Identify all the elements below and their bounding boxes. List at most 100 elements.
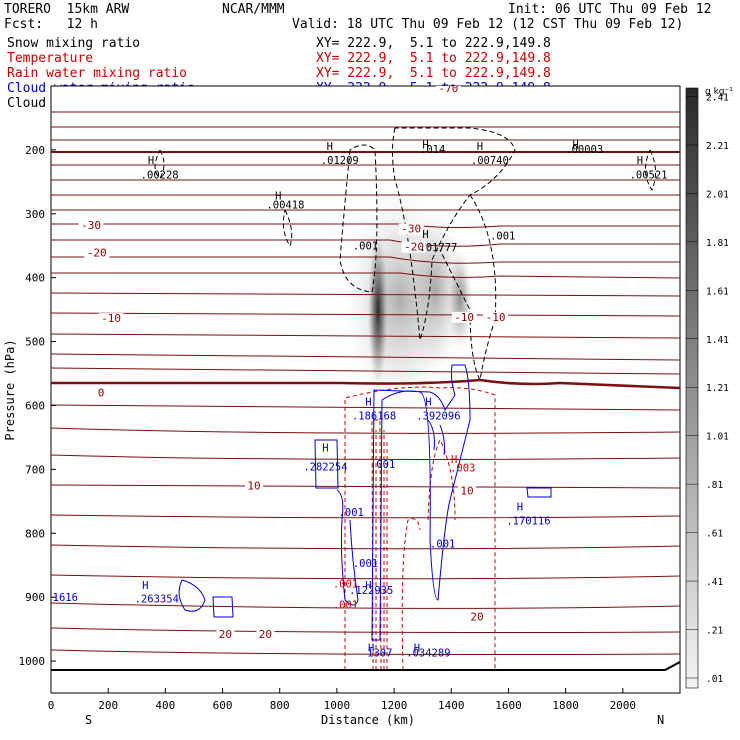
y-tick-label: 900 — [25, 591, 45, 604]
y-tick-label: 1000 — [19, 655, 46, 668]
isotherm-label: 20 — [470, 611, 483, 624]
cloudwater-contour — [526, 487, 552, 498]
contour-annotation: .003 — [450, 462, 475, 474]
isotherm-line — [51, 312, 680, 317]
y-tick-label: 200 — [25, 144, 45, 157]
x-tick-label: 600 — [213, 699, 233, 712]
contour-annotation: H — [637, 155, 643, 167]
x-axis: 0 200 400 600 800 1000 1200 1400 1600 1800 2000 — [48, 688, 636, 712]
isotherm-label-bg — [216, 628, 235, 640]
y-tick-label: 500 — [25, 336, 45, 349]
y-tick-label: 600 — [25, 399, 45, 412]
cloudwater-contours — [178, 364, 552, 641]
contour-annotation: H — [142, 580, 148, 592]
contour-annotation: .001 — [353, 241, 378, 253]
isotherm-label-bg — [244, 480, 263, 492]
isotherm-line-zero — [51, 378, 680, 390]
snow-contour — [439, 194, 497, 382]
x-tick-label: 1200 — [381, 699, 408, 712]
isotherm-label: -10 — [454, 311, 474, 324]
rain-contour — [375, 430, 388, 670]
contour-annotation: H — [368, 642, 374, 654]
isotherm-label: -20 — [87, 246, 107, 259]
contour-annotation: H — [517, 501, 523, 513]
ground-line — [51, 661, 680, 671]
isotherm-lines — [51, 111, 680, 655]
isotherm-label: -30 — [401, 223, 421, 236]
contour-annotation: .001 — [490, 230, 515, 242]
isotherm-label-bg — [451, 311, 477, 323]
isotherm-line — [51, 256, 680, 264]
rain-contour — [371, 419, 382, 671]
legend-label: Temperature — [7, 51, 94, 66]
x-tick-label: 200 — [98, 699, 118, 712]
snow-contour — [339, 144, 378, 293]
isotherm-label-bg — [84, 247, 110, 259]
colorbar-label: .41 — [706, 577, 723, 588]
contour-annotation: 1307 — [367, 648, 392, 660]
rain-contour — [427, 438, 456, 521]
isotherm-label-bg — [256, 628, 275, 640]
y-tick-label: 800 — [25, 527, 45, 540]
isotherm-line — [51, 649, 680, 655]
y-axis: 200 300 400 500 600 700 800 900 1000 — [19, 144, 56, 668]
snow-contour — [645, 149, 656, 192]
contour-annotation: .00228 — [141, 170, 179, 182]
x-tick-label: 1400 — [438, 699, 465, 712]
isotherm-label: 10 — [247, 480, 260, 493]
side-left-label: S — [85, 713, 92, 727]
isotherm-label: -10 — [486, 311, 506, 324]
contour-annotation: .001 — [353, 558, 378, 570]
cloudwater-contour — [427, 419, 445, 456]
y-axis-label: Pressure (hPa) — [3, 339, 17, 440]
contour-annotation: .01209 — [321, 155, 359, 167]
rain-contour — [344, 386, 496, 670]
contour-annotation: .00521 — [630, 170, 668, 182]
contour-annotation: H — [365, 580, 371, 592]
isotherm-line — [51, 544, 680, 550]
contour-annotation: H — [425, 396, 431, 408]
colorbar-label: 1.01 — [706, 432, 729, 443]
contour-annotation: .001 — [370, 459, 395, 471]
isotherm-label-bg — [78, 219, 104, 231]
contour-annotation: .00740 — [471, 155, 509, 167]
snow-contour — [154, 149, 165, 179]
colorbar-label: 1.21 — [706, 383, 729, 394]
isotherm-line — [51, 367, 680, 375]
x-tick-label: 2000 — [610, 699, 637, 712]
contour-annotation: .263354 — [135, 593, 179, 605]
isotherm-line — [51, 272, 680, 279]
colorbar: g kg⁻¹ .01 .21 .41 .61 .81 1.01 1.21 1.41 1.61 1.… — [685, 87, 733, 689]
x-tick-label: 1000 — [324, 699, 351, 712]
org-label: NCAR/MMM — [222, 2, 285, 17]
isotherm-label: 10 — [460, 485, 473, 498]
legend-section-coords: XY= 222.9, 5.1 to 222.9,149.8 — [316, 66, 551, 81]
snow-core — [448, 250, 472, 350]
isotherm-line — [51, 602, 680, 609]
isotherm-line — [51, 333, 680, 339]
isotherm-label-bg — [457, 485, 476, 497]
valid-time: Valid: 18 UTC Thu 09 Feb 12 (12 CST Thu … — [292, 17, 684, 32]
isotherm-line — [51, 627, 680, 633]
forecast-hour: Fcst: 12 h — [4, 17, 98, 32]
colorbar-unit: g kg⁻¹ — [705, 87, 733, 97]
isotherm-label-bg — [483, 311, 509, 323]
contour-annotation: .282254 — [303, 462, 347, 474]
x-tick-label: 400 — [155, 699, 175, 712]
x-tick-label: 1800 — [552, 699, 579, 712]
cloudwater-contour — [314, 439, 339, 489]
cloudwater-contour — [371, 364, 471, 641]
x-tick-label: 1600 — [495, 699, 522, 712]
contour-annotation: .00003 — [565, 144, 603, 156]
isotherm-line — [51, 404, 680, 411]
colorbar-label: 2.41 — [706, 92, 729, 103]
isotherm-line — [51, 454, 680, 460]
init-time: Init: 06 UTC Thu 09 Feb 12 — [508, 2, 712, 17]
rain-contours — [344, 386, 496, 671]
isotherm-label-bg — [468, 611, 487, 623]
contour-annotation: H — [322, 442, 328, 454]
colorbar-label: .21 — [706, 626, 723, 637]
contour-annotation: H — [275, 191, 281, 203]
snow-contour — [392, 127, 516, 341]
